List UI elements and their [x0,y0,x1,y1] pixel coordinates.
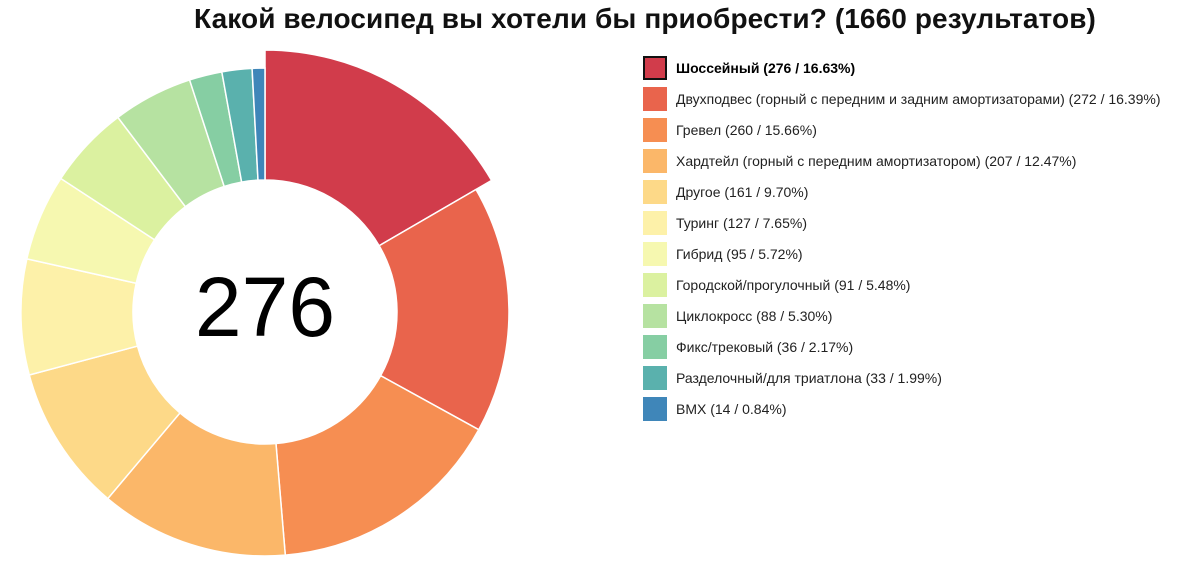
legend-label: Разделочный/для триатлона (33 / 1.99%) [676,369,942,386]
donut-chart: 276 [0,40,540,572]
legend-label: Городской/прогулочный (91 / 5.48%) [676,276,911,293]
legend-label: Циклокросс (88 / 5.30%) [676,307,833,324]
donut-slice[interactable] [251,67,266,181]
legend-item[interactable]: Другое (161 / 9.70%) [643,176,1198,207]
legend-item[interactable]: Городской/прогулочный (91 / 5.48%) [643,269,1198,300]
legend-item[interactable]: Гибрид (95 / 5.72%) [643,238,1198,269]
legend-label: Фикс/трековый (36 / 2.17%) [676,338,854,355]
center-value: 276 [194,260,336,354]
legend-label: Другое (161 / 9.70%) [676,183,809,200]
chart-title: Какой велосипед вы хотели бы приобрести?… [194,3,1096,34]
donut-svg [20,49,510,557]
legend-label: Гревел (260 / 15.66%) [676,121,817,138]
legend-swatch [643,210,667,235]
legend-swatch [643,241,667,266]
legend-swatch [643,272,667,297]
legend-item[interactable]: Гревел (260 / 15.66%) [643,114,1198,145]
legend-item[interactable]: Туринг (127 / 7.65%) [643,207,1198,238]
legend-swatch [643,396,667,421]
legend-item[interactable]: Двухподвес (горный с передним и задним а… [643,83,1198,114]
legend-label: Гибрид (95 / 5.72%) [676,245,803,262]
donut-slice[interactable] [378,188,510,431]
legend-item[interactable]: BMX (14 / 0.84%) [643,393,1198,424]
legend-swatch [643,55,667,80]
legend-item[interactable]: Хардтейл (горный с передним амортизаторо… [643,145,1198,176]
legend-item[interactable]: Шоссейный (276 / 16.63%) [643,52,1198,83]
legend-swatch [643,86,667,111]
legend-swatch [643,117,667,142]
legend-swatch [643,334,667,359]
legend-swatch [643,179,667,204]
legend-label: BMX (14 / 0.84%) [676,400,787,417]
donut-slice[interactable] [264,49,493,247]
legend-item[interactable]: Циклокросс (88 / 5.30%) [643,300,1198,331]
legend-label: Двухподвес (горный с передним и задним а… [676,90,1161,107]
legend-swatch [643,365,667,390]
legend-swatch [643,303,667,328]
legend-swatch [643,148,667,173]
legend-label: Шоссейный (276 / 16.63%) [676,59,856,76]
legend-label: Хардтейл (горный с передним амортизаторо… [676,152,1077,169]
legend-item[interactable]: Фикс/трековый (36 / 2.17%) [643,331,1198,362]
legend-label: Туринг (127 / 7.65%) [676,214,807,231]
chart-legend: Шоссейный (276 / 16.63%) Двухподвес (горн… [643,52,1198,424]
legend-item[interactable]: Разделочный/для триатлона (33 / 1.99%) [643,362,1198,393]
donut-slice[interactable] [275,374,480,556]
